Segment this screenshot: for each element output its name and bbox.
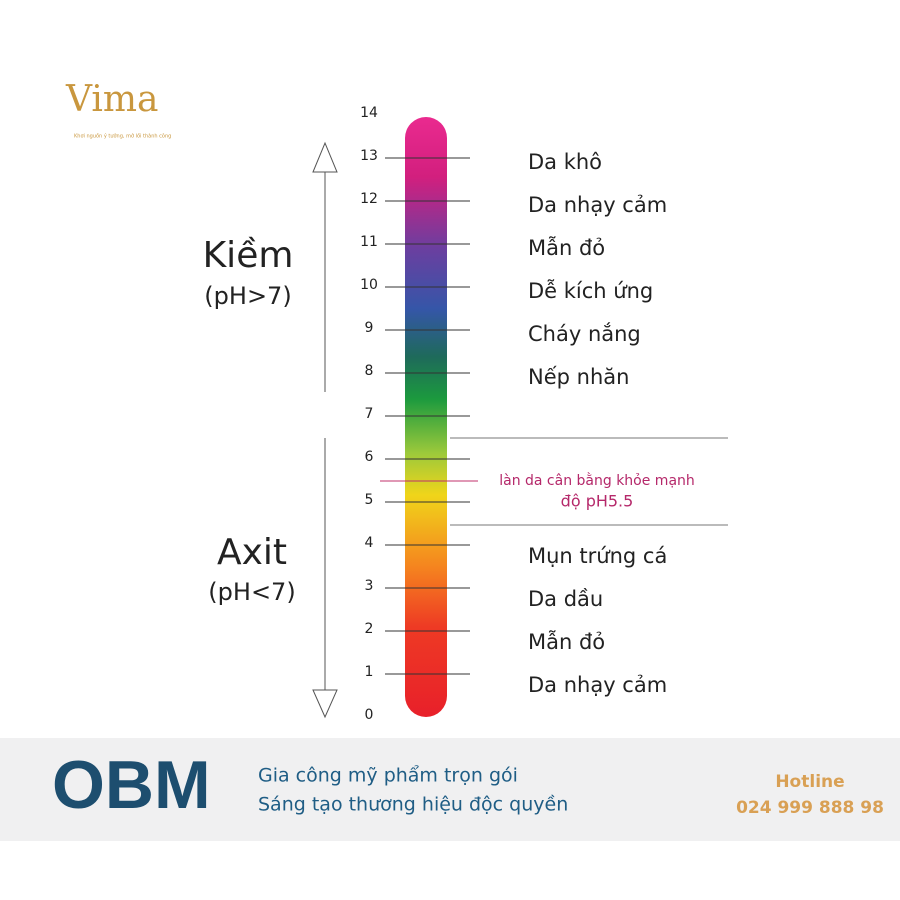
alkaline-note: (pH>7) bbox=[204, 282, 291, 310]
tick-label: 10 bbox=[360, 277, 378, 293]
tick-label: 12 bbox=[360, 191, 378, 207]
tick-label: 2 bbox=[365, 621, 374, 637]
tick-label: 7 bbox=[365, 406, 374, 422]
effect-label: Da dầu bbox=[528, 587, 603, 611]
up-arrow-head bbox=[312, 141, 338, 173]
tick-label: 1 bbox=[365, 664, 374, 680]
balanced-text: độ pH5.5 bbox=[561, 492, 634, 511]
tick-label: 4 bbox=[365, 535, 374, 551]
effect-label: Da nhạy cảm bbox=[528, 193, 667, 217]
tick-label: 0 bbox=[365, 707, 374, 723]
hotline-label: Hotline bbox=[775, 772, 844, 792]
tick-label: 8 bbox=[365, 363, 374, 379]
effect-label: Mẫn đỏ bbox=[528, 235, 605, 260]
ph-bar bbox=[405, 117, 447, 717]
effect-label: Dễ kích ứng bbox=[528, 278, 653, 303]
acid-label: Axit bbox=[217, 532, 287, 573]
footer-slogan: Sáng tạo thương hiệu độc quyền bbox=[258, 794, 568, 816]
tick-label: 13 bbox=[360, 148, 378, 164]
alkaline-label: Kiềm bbox=[203, 235, 294, 276]
logo-name: Vima bbox=[65, 79, 158, 120]
effect-label: Mẫn đỏ bbox=[528, 629, 605, 654]
tick-label: 6 bbox=[365, 449, 374, 465]
effect-label: Da nhạy cảm bbox=[528, 673, 667, 697]
tick-label: 11 bbox=[360, 234, 378, 250]
effect-label: Cháy nắng bbox=[528, 322, 641, 346]
effect-label: Mụn trứng cá bbox=[528, 544, 667, 568]
tick-label: 3 bbox=[365, 578, 374, 594]
tick-label: 9 bbox=[365, 320, 374, 336]
down-arrow-head bbox=[312, 689, 338, 719]
footer-slogan: Gia công mỹ phẩm trọn gói bbox=[258, 765, 518, 787]
tick-label: 14 bbox=[360, 105, 378, 121]
logo-tagline: Khơi nguồn ý tưởng, mở lối thành công bbox=[74, 132, 171, 140]
balanced-text: làn da cân bằng khỏe mạnh bbox=[499, 472, 695, 489]
effect-label: Da khô bbox=[528, 150, 602, 174]
footer-brand: OBM bbox=[52, 747, 211, 823]
hotline-number: 024 999 888 98 bbox=[736, 798, 884, 818]
effect-label: Nếp nhăn bbox=[528, 365, 629, 389]
tick-label: 5 bbox=[365, 492, 374, 508]
footer bbox=[0, 738, 900, 841]
acid-note: (pH<7) bbox=[208, 578, 295, 606]
